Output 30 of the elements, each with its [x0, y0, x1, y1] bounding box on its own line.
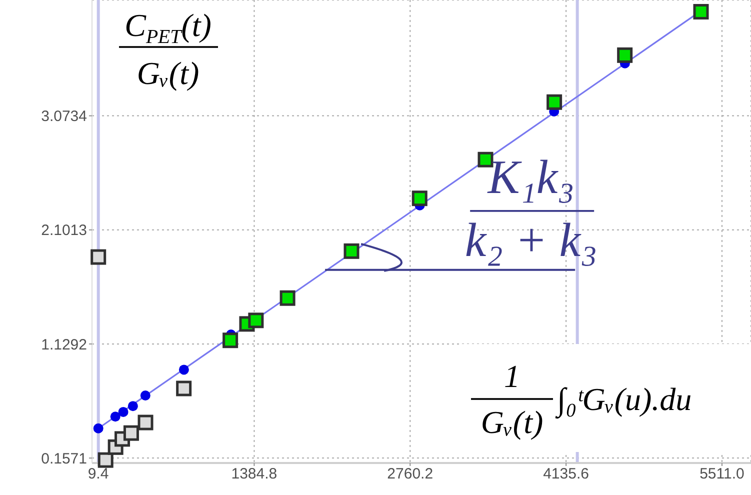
point — [617, 47, 633, 63]
point — [118, 406, 128, 417]
y-tick-label: 1.1292 — [41, 336, 87, 354]
point — [176, 380, 192, 396]
point — [178, 364, 189, 375]
x-tick-label: 2760.2 — [387, 466, 434, 483]
point — [248, 312, 264, 328]
y-tick-label: 0.1571 — [41, 450, 87, 468]
y-tick-label: 2.1013 — [41, 222, 87, 240]
x-tick-label: 4135.6 — [543, 466, 589, 483]
point — [412, 190, 428, 206]
point — [123, 425, 139, 441]
point — [110, 412, 120, 422]
x-tick-label: 1384.8 — [231, 466, 278, 483]
point — [140, 390, 150, 401]
point — [280, 290, 296, 306]
point — [222, 332, 238, 348]
point — [546, 94, 562, 110]
point — [138, 414, 154, 430]
y-tick-label: 3.0734 — [41, 108, 87, 126]
point — [128, 401, 138, 412]
x-tick-label: 5511.0 — [700, 466, 744, 483]
y-axis-title: C$_{PET}$(t) Gᵥ(t) — [124, 7, 212, 91]
point — [98, 452, 114, 468]
point — [93, 423, 104, 434]
x-tick-label: 9.4 — [88, 466, 109, 483]
point — [90, 249, 106, 265]
point — [344, 243, 360, 259]
point — [693, 4, 709, 20]
annotation: K₁k₃ k₂ + k₃ — [464, 150, 598, 267]
